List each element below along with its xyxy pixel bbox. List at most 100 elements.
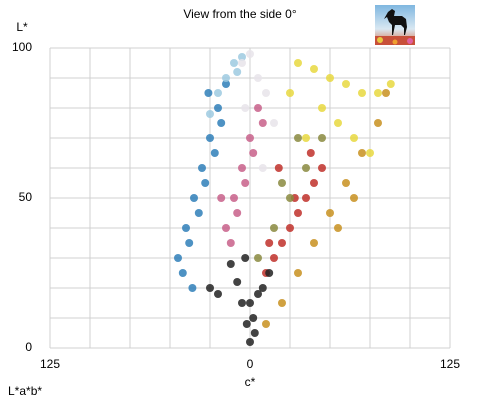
chart-title: View from the side 0° [183, 7, 296, 21]
x-tick-label: 125 [440, 357, 460, 371]
point [278, 239, 286, 247]
point [294, 59, 302, 67]
point [250, 329, 259, 337]
point [246, 299, 254, 307]
thumbnail [375, 5, 415, 45]
point [265, 269, 274, 277]
point [270, 254, 278, 262]
point [206, 284, 214, 292]
x-tick-label: 125 [40, 357, 60, 371]
point [201, 179, 210, 187]
point [204, 89, 213, 97]
y-tick-label: 0 [25, 340, 32, 354]
point [350, 134, 358, 142]
point [274, 164, 283, 172]
point [249, 149, 258, 157]
point [238, 299, 246, 307]
point [217, 194, 226, 202]
point [254, 254, 262, 262]
point [278, 179, 286, 187]
point [382, 89, 390, 97]
point [254, 74, 262, 82]
point [294, 209, 302, 217]
point [241, 254, 250, 262]
point [286, 194, 294, 202]
point [350, 194, 358, 202]
point [210, 149, 219, 157]
point [230, 194, 238, 202]
point [270, 119, 278, 127]
point [214, 290, 222, 298]
point [194, 209, 203, 217]
point [366, 149, 374, 157]
point [358, 149, 366, 157]
point [286, 89, 294, 97]
point [302, 164, 310, 172]
point [185, 239, 194, 247]
point [358, 89, 366, 97]
point [258, 164, 267, 172]
point [306, 149, 315, 157]
point [226, 239, 235, 247]
point [302, 134, 310, 142]
x-tick-label: 0 [247, 357, 254, 371]
point [233, 209, 242, 217]
point [254, 104, 262, 112]
point [198, 164, 206, 172]
point [262, 320, 270, 328]
point [286, 224, 294, 232]
point [278, 299, 286, 307]
point [230, 59, 238, 67]
point [262, 89, 270, 97]
point [238, 59, 246, 67]
point [294, 134, 302, 142]
point [326, 209, 334, 217]
point [318, 104, 326, 112]
point [342, 179, 350, 187]
point [233, 278, 242, 286]
point [258, 284, 267, 292]
point [334, 224, 342, 232]
y-tick-label: 100 [12, 40, 32, 54]
point [246, 338, 254, 346]
point [386, 80, 395, 88]
point [246, 134, 254, 142]
point [310, 179, 318, 187]
point [254, 290, 262, 298]
point [222, 224, 230, 232]
point [249, 314, 258, 322]
point [226, 260, 235, 268]
point [178, 269, 187, 277]
point [241, 179, 250, 187]
x-axis-label: c* [245, 375, 256, 389]
point [258, 119, 267, 127]
point [182, 224, 190, 232]
point [222, 74, 230, 82]
point [265, 239, 274, 247]
point [238, 164, 246, 172]
corner-label: L*a*b* [8, 384, 42, 398]
y-tick-label: 50 [19, 190, 33, 204]
y-axis-label: L* [16, 20, 28, 34]
point [206, 110, 214, 118]
point [222, 80, 230, 88]
point [318, 134, 326, 142]
point [310, 65, 318, 73]
point [188, 284, 197, 292]
point [270, 224, 278, 232]
point [374, 119, 382, 127]
point [238, 53, 246, 61]
point [214, 104, 222, 112]
point [342, 80, 350, 88]
point [233, 68, 242, 76]
point [374, 89, 382, 97]
point [310, 239, 318, 247]
point [326, 74, 334, 82]
point [206, 134, 214, 142]
point [246, 50, 254, 58]
point [217, 119, 226, 127]
point [318, 164, 326, 172]
point [302, 194, 310, 202]
point [241, 104, 250, 112]
